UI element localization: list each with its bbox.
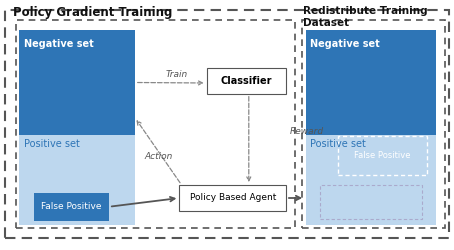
Bar <box>306 30 436 135</box>
Bar <box>302 20 445 228</box>
Text: Policy Gradient Training: Policy Gradient Training <box>13 6 172 19</box>
Text: Policy Based Agent: Policy Based Agent <box>190 194 276 202</box>
Bar <box>16 20 295 228</box>
Bar <box>320 185 422 219</box>
Text: Classifier: Classifier <box>221 76 272 86</box>
Text: Redistribute Training
Dataset: Redistribute Training Dataset <box>303 6 428 28</box>
Text: Positive set: Positive set <box>310 139 365 149</box>
Bar <box>19 30 135 135</box>
Bar <box>338 136 427 175</box>
Text: Negative set: Negative set <box>24 39 94 49</box>
Text: Train: Train <box>166 70 188 79</box>
Text: Reward: Reward <box>290 127 324 136</box>
Bar <box>179 185 286 211</box>
Bar <box>207 68 286 94</box>
Text: False Positive: False Positive <box>41 202 102 211</box>
Text: Positive set: Positive set <box>24 139 79 149</box>
Bar <box>19 132 135 225</box>
Bar <box>34 192 109 221</box>
Text: False Positive: False Positive <box>355 151 411 160</box>
Bar <box>306 132 436 225</box>
Text: Negative set: Negative set <box>310 39 380 49</box>
Text: Action: Action <box>144 152 173 161</box>
